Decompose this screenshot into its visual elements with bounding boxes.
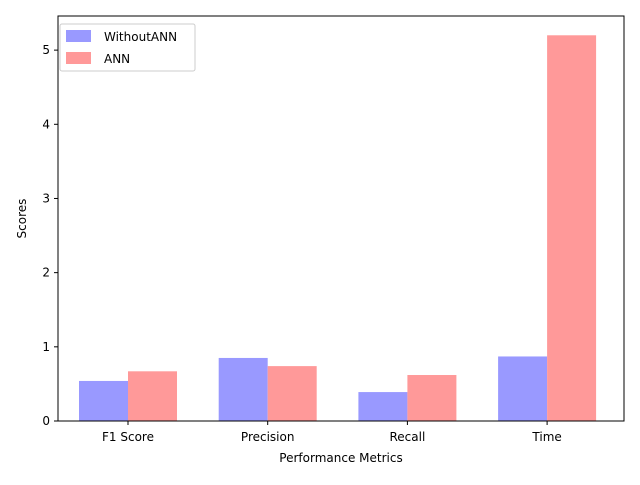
legend-swatch-withoutann [66, 30, 91, 42]
x-tick-label: Precision [241, 430, 295, 444]
bar-ann-precision [267, 366, 317, 421]
x-tick-label: F1 Score [102, 430, 154, 444]
x-tick-label: Time [531, 430, 561, 444]
x-axis-label: Performance Metrics [279, 451, 402, 465]
bar-withoutann-precision [218, 357, 268, 421]
y-axis: 0 1 2 3 4 5 [42, 43, 58, 428]
legend-label-ann: ANN [104, 52, 130, 66]
bar-ann-f1-score [128, 371, 177, 421]
legend: WithoutANN ANN [59, 23, 196, 72]
bars-layer [79, 35, 597, 422]
legend-label-withoutann: WithoutANN [104, 30, 177, 44]
x-tick-label: Recall [389, 430, 425, 444]
y-tick-label: 2 [42, 266, 50, 280]
bar-withoutann-recall [358, 392, 408, 421]
bar-withoutann-f1-score [79, 380, 128, 421]
y-tick-label: 3 [42, 191, 50, 205]
y-tick-label: 5 [42, 43, 50, 57]
legend-box [59, 23, 196, 72]
legend-swatch-ann [66, 52, 91, 64]
plot-frame [57, 15, 625, 422]
bar-ann-recall [407, 375, 457, 421]
x-axis: F1 Score Precision Recall Time [102, 421, 562, 444]
bar-ann-time [547, 35, 597, 422]
y-axis-label: Scores [15, 199, 29, 239]
bar-withoutann-time [498, 356, 548, 421]
y-tick-label: 4 [42, 117, 50, 131]
y-tick-label: 0 [42, 414, 50, 428]
y-tick-label: 1 [42, 340, 50, 354]
